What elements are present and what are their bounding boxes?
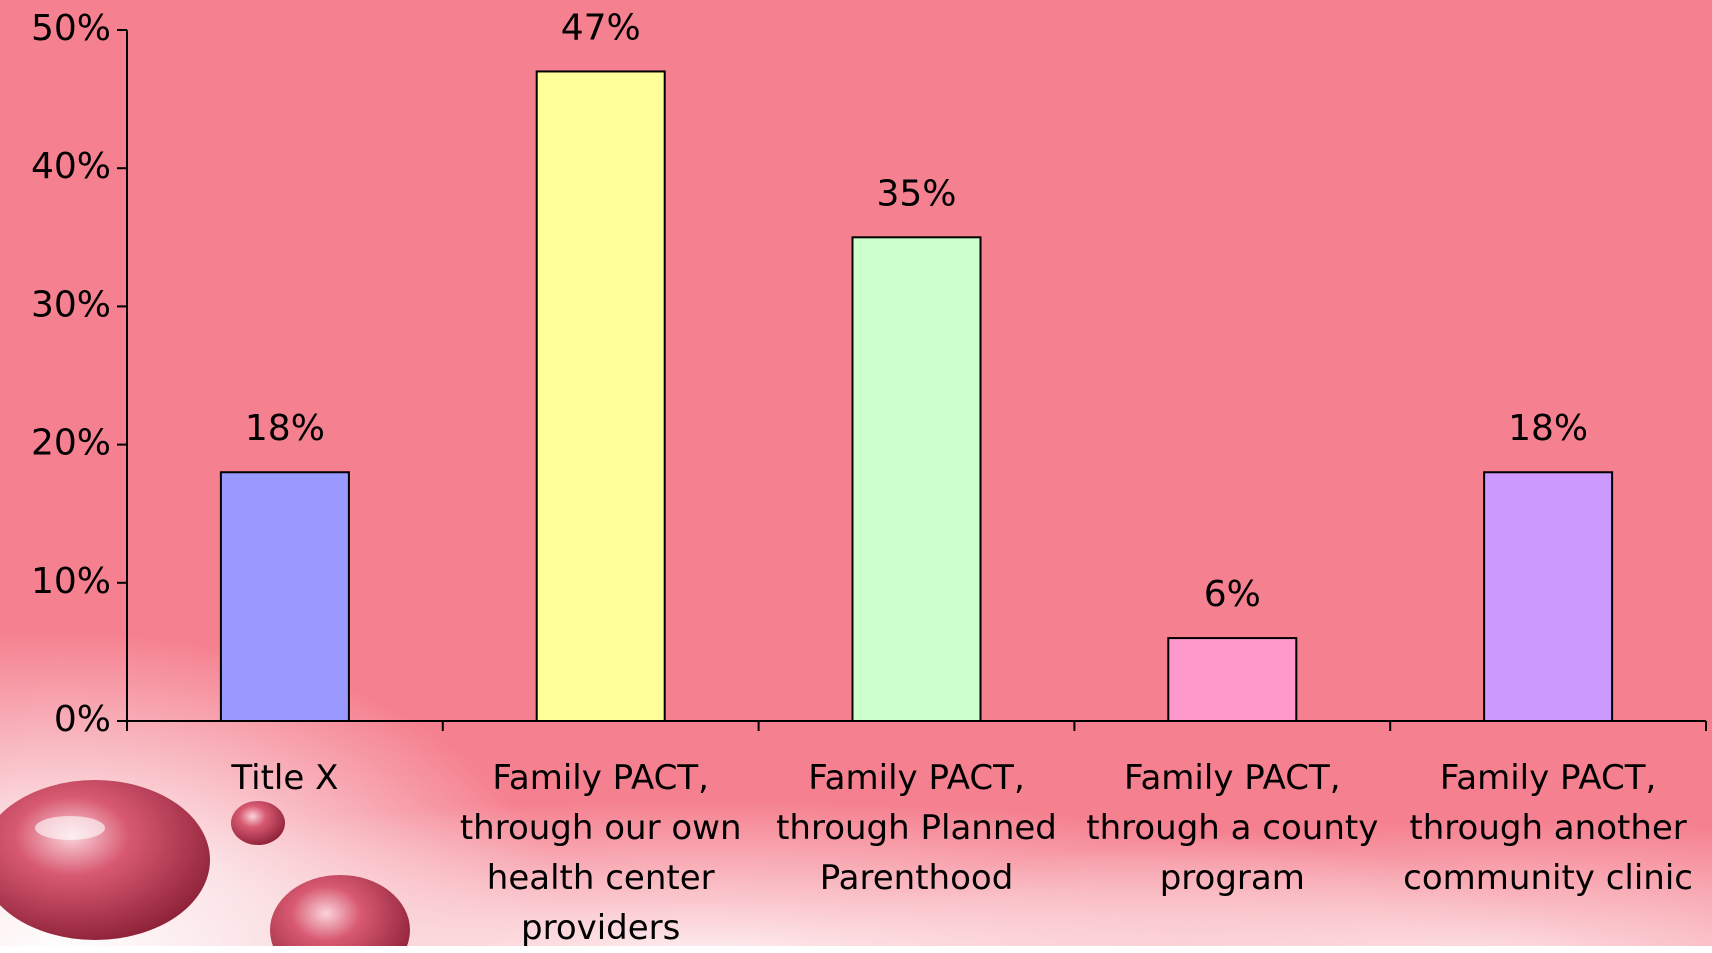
bar <box>221 472 349 721</box>
y-tick-label: 10% <box>31 561 111 602</box>
x-tick-label: Title X <box>125 753 445 803</box>
y-tick-label: 0% <box>54 699 111 740</box>
y-tick-label: 50% <box>31 8 111 49</box>
bar <box>1484 472 1612 721</box>
value-label: 18% <box>245 408 325 449</box>
decoration <box>0 780 410 946</box>
value-label: 18% <box>1508 408 1588 449</box>
x-tick-label: Family PACT, through another community c… <box>1388 753 1708 903</box>
value-label: 35% <box>876 173 956 214</box>
x-tick-label: Family PACT, through a county program <box>1072 753 1392 903</box>
value-label: 47% <box>561 7 641 48</box>
y-tick-label: 30% <box>31 284 111 325</box>
y-tick-label: 40% <box>31 146 111 187</box>
bar <box>537 71 665 721</box>
bar <box>1168 638 1296 721</box>
x-tick-label: Family PACT, through Planned Parenthood <box>757 753 1077 903</box>
value-label: 6% <box>1204 574 1261 615</box>
chart: 0% 10% 20% 30% 40% 50% 18% 47% 35% 6% 18% Title X F… <box>0 0 1712 946</box>
x-tick-label: Family PACT, through our own health cent… <box>441 753 761 953</box>
bar <box>853 237 981 721</box>
y-tick-label: 20% <box>31 423 111 464</box>
